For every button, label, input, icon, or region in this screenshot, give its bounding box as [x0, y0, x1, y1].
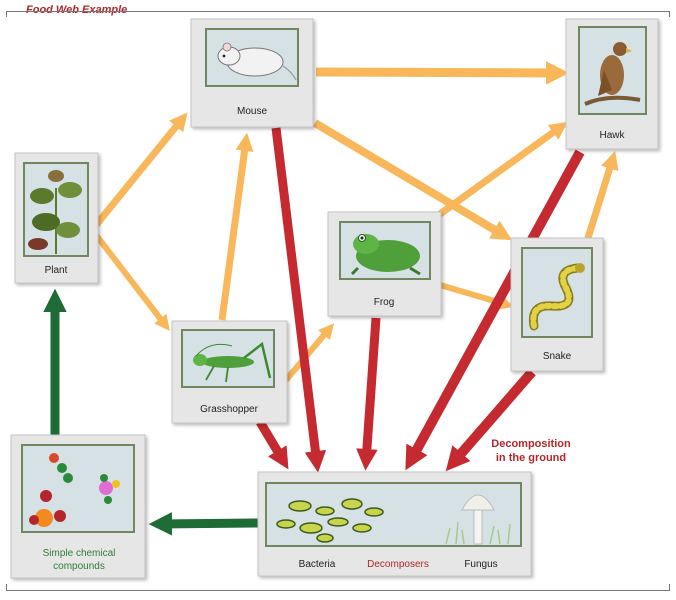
bottom-rule	[6, 590, 670, 591]
arrow-decomposers-to-compounds	[148, 512, 259, 536]
hawk-label: Hawk	[599, 130, 625, 141]
plant-illustration	[23, 162, 89, 257]
arrow-grasshopper-to-mouse	[218, 132, 254, 321]
snake-label: Snake	[543, 351, 572, 362]
compounds-illustration	[21, 444, 135, 533]
bacteria-illustration	[276, 498, 384, 543]
frog-illustration	[339, 221, 431, 280]
snake-illustration	[521, 247, 593, 338]
plant-label: Plant	[45, 265, 68, 276]
arrow-hawk-to-decomposers	[405, 149, 585, 471]
arrow-snake-to-hawk	[584, 151, 619, 240]
fungus-label: Fungus	[464, 559, 497, 570]
compounds-label-line1: Simple chemical	[43, 548, 116, 559]
arrow-mouse-to-decomposers	[271, 127, 327, 473]
diagram-title: Food Web Example	[22, 4, 132, 16]
compounds-label-line2: compounds	[53, 561, 105, 572]
arrow-mouse-to-hawk	[315, 61, 570, 85]
nutrient-arrows	[43, 288, 259, 536]
arrow-snake-to-decomposers	[445, 368, 536, 472]
arrow-plant-to-mouse	[93, 112, 188, 228]
hawk-illustration	[578, 26, 647, 115]
decomposition-arrows	[256, 127, 585, 473]
mouse-illustration	[205, 28, 299, 87]
frog-label: Frog	[374, 297, 395, 308]
top-rule	[6, 11, 670, 12]
grasshopper-illustration	[181, 329, 275, 388]
decomposition-note-line1: Decomposition	[491, 438, 571, 450]
energy-flow-arrows	[93, 61, 619, 382]
bacteria-label: Bacteria	[299, 559, 336, 570]
grasshopper-label: Grasshopper	[200, 404, 258, 415]
arrow-grasshopper-to-decomposers	[256, 419, 289, 470]
arrow-frog-to-hawk	[437, 121, 568, 217]
arrow-plant-to-grasshopper	[93, 233, 170, 331]
decomposition-note-line2: in the ground	[496, 452, 566, 464]
fungus-illustration	[445, 494, 511, 545]
decomposers-label: Decomposers	[367, 559, 429, 570]
arrow-mouse-to-snake	[312, 119, 513, 241]
arrow-frog-to-decomposers	[356, 317, 381, 471]
decomposers-illustration	[265, 482, 522, 547]
mouse-label: Mouse	[237, 106, 267, 117]
